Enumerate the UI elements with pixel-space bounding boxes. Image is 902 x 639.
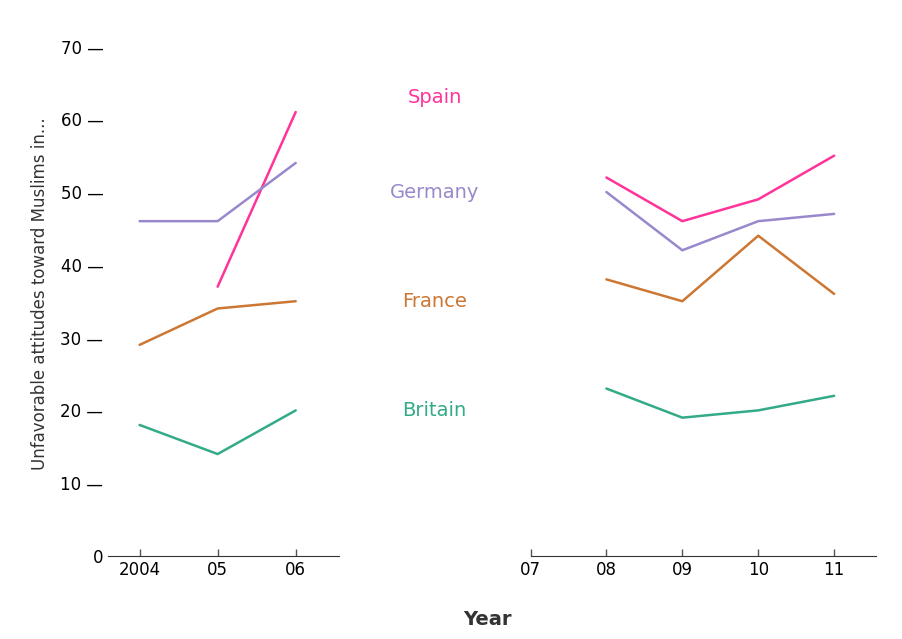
Text: Germany: Germany xyxy=(390,183,479,201)
Text: Year: Year xyxy=(463,610,511,629)
Y-axis label: Unfavorable attitudes toward Muslims in...: Unfavorable attitudes toward Muslims in.… xyxy=(32,118,50,470)
Text: France: France xyxy=(401,292,466,311)
Text: Britain: Britain xyxy=(402,401,466,420)
Text: Spain: Spain xyxy=(407,88,461,107)
